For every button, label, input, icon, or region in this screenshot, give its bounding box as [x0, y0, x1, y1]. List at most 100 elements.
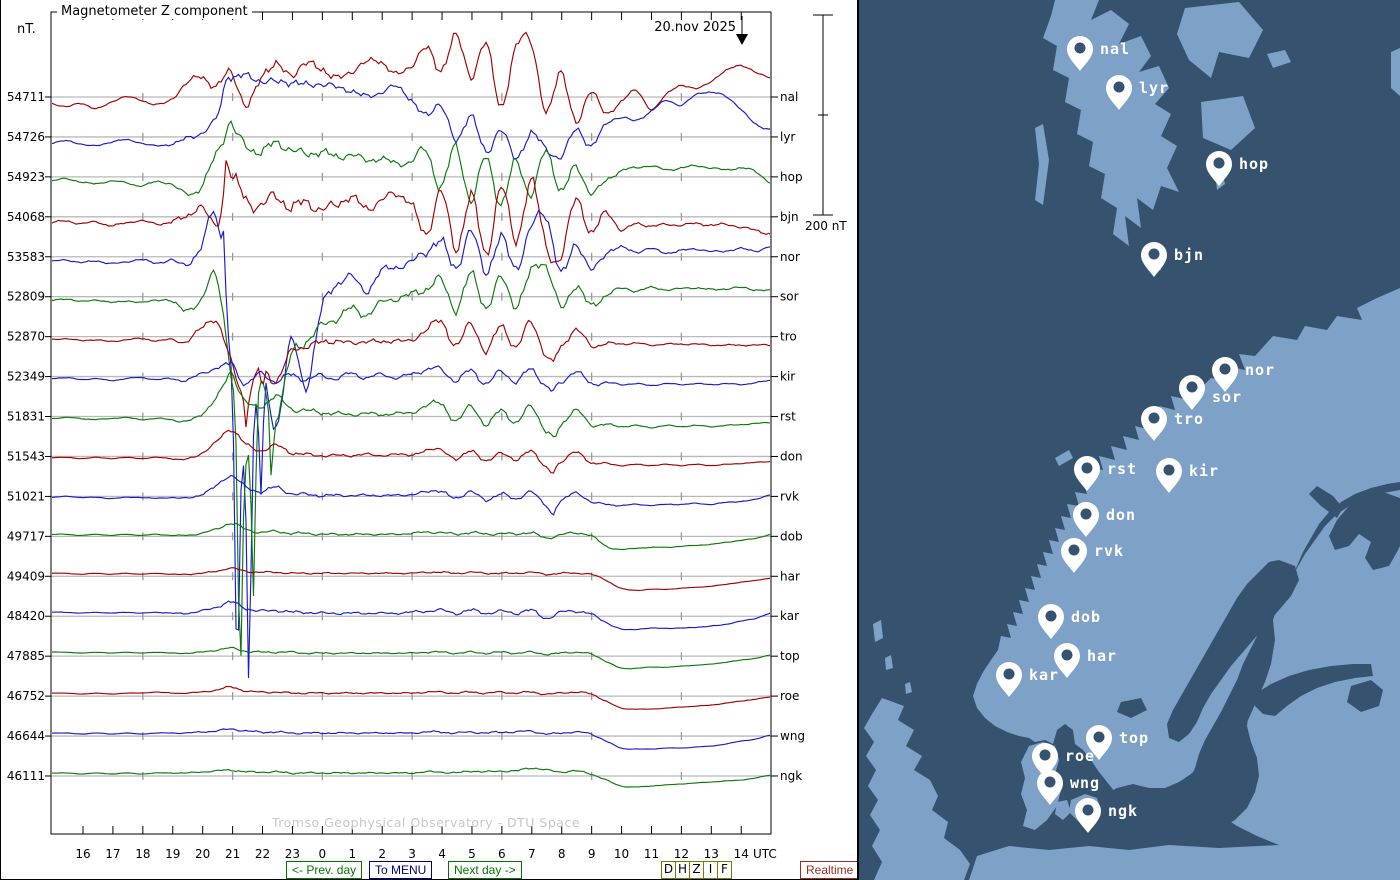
- scale-bar-label: 200 nT: [805, 219, 847, 233]
- realtime-button[interactable]: Realtime: [800, 861, 860, 879]
- component-i-button[interactable]: I: [703, 862, 717, 878]
- y-tick-label-bjn: 54068: [7, 210, 45, 224]
- pin-hole: [1044, 776, 1056, 788]
- station-label-har: har: [780, 569, 800, 583]
- component-f-button[interactable]: F: [717, 862, 731, 878]
- trace-tro: [52, 319, 770, 428]
- x-tick-label: 5: [468, 847, 476, 861]
- x-tick-label: 2: [378, 847, 386, 861]
- x-tick-label: 8: [558, 847, 566, 861]
- station-label-kar: kar: [780, 609, 799, 623]
- land-east-islet: [1391, 48, 1400, 96]
- utc-axis-suffix: UTC: [753, 847, 777, 861]
- pin-label-har: har: [1087, 647, 1117, 665]
- map-pin-ngk[interactable]: ngk: [1075, 798, 1138, 833]
- trace-roe: [52, 685, 770, 710]
- date-label: 20.nov 2025: [654, 20, 736, 35]
- pin-hole: [1003, 668, 1015, 680]
- magnetogram-panel: 54711 nal 54726 lyr 54923 hop 54068 bjn 53583 nor…: [0, 0, 860, 880]
- land-lofoten: [1055, 450, 1073, 466]
- pin-hole: [1068, 544, 1080, 556]
- station-label-hop: hop: [780, 170, 803, 184]
- x-tick-label: 14: [734, 847, 749, 861]
- component-d-button[interactable]: D: [663, 862, 674, 876]
- map-pin-sor[interactable]: sor: [1179, 375, 1242, 410]
- pin-label-top: top: [1119, 729, 1149, 747]
- station-label-wng: wng: [780, 729, 805, 743]
- land-orkney: [885, 655, 893, 670]
- trace-kir: [52, 360, 770, 392]
- map-pin-roe[interactable]: roe: [1032, 743, 1095, 778]
- y-tick-label-tro: 52870: [7, 330, 45, 344]
- map-pin-rst[interactable]: rst: [1074, 456, 1137, 491]
- pin-label-kar: kar: [1029, 666, 1059, 684]
- station-label-sor: sor: [780, 290, 799, 304]
- map-pin-har[interactable]: har: [1054, 643, 1117, 678]
- x-tick-label: 17: [105, 847, 120, 861]
- x-tick-label: 18: [135, 847, 150, 861]
- y-tick-label-kar: 48420: [7, 609, 45, 623]
- next-day-button[interactable]: Next day ->: [448, 861, 522, 879]
- trace-rvk: [52, 474, 770, 516]
- trace-kar: [52, 600, 770, 631]
- map-pin-rvk[interactable]: rvk: [1061, 538, 1124, 573]
- pin-label-hop: hop: [1239, 155, 1269, 173]
- y-tick-label-don: 51543: [7, 449, 45, 463]
- map-pin-lyr[interactable]: lyr: [1106, 75, 1169, 110]
- pin-hole: [1148, 248, 1160, 260]
- map-pin-kir[interactable]: kir: [1156, 458, 1219, 493]
- pin-hole: [1093, 731, 1105, 743]
- map-pin-kar[interactable]: kar: [996, 662, 1059, 697]
- prev-day-button[interactable]: <- Prev. day: [286, 861, 363, 879]
- y-axis-unit-label: nT.: [17, 22, 36, 37]
- to-menu-button[interactable]: To MENU: [369, 861, 433, 879]
- station-label-nor: nor: [780, 250, 800, 264]
- component-selector: D H Z I F: [661, 861, 732, 879]
- pin-label-ngk: ngk: [1108, 802, 1138, 820]
- component-z-button[interactable]: Z: [689, 862, 703, 878]
- x-tick-label: 16: [75, 847, 90, 861]
- x-tick-label: 3: [408, 847, 416, 861]
- pin-label-nor: nor: [1245, 361, 1275, 379]
- land-funen: [1055, 800, 1071, 820]
- x-tick-label: 0: [319, 847, 327, 861]
- x-tick-label: 6: [498, 847, 506, 861]
- component-h-button[interactable]: H: [675, 862, 689, 878]
- y-tick-label-har: 49409: [7, 569, 45, 583]
- x-tick-label: 21: [225, 847, 240, 861]
- map-pin-bjn[interactable]: bjn: [1141, 242, 1204, 277]
- land-continent-south: [969, 845, 1400, 880]
- land-edgeoya: [1201, 96, 1255, 150]
- pin-hole: [1074, 42, 1086, 54]
- station-map-panel: nal lyr hop bjn nor sor tro rst kir don rvk dob har k…: [857, 0, 1400, 880]
- map-pin-dob[interactable]: dob: [1038, 604, 1101, 639]
- land-spitsbergen: [1043, 0, 1179, 246]
- land-orkney-2: [905, 682, 912, 694]
- pin-hole: [1080, 508, 1092, 520]
- y-tick-label-top: 47885: [7, 649, 45, 663]
- station-label-nal: nal: [780, 90, 798, 104]
- map-pin-hop[interactable]: hop: [1206, 151, 1269, 186]
- trace-don: [52, 429, 770, 474]
- x-tick-label: 1: [348, 847, 356, 861]
- map-pin-top[interactable]: top: [1086, 725, 1149, 760]
- pin-hole: [1045, 610, 1057, 622]
- x-tick-label: 23: [285, 847, 300, 861]
- map-pin-nal[interactable]: nal: [1067, 36, 1130, 71]
- trace-har: [52, 567, 770, 591]
- y-tick-label-rvk: 51021: [7, 489, 45, 503]
- map-pin-don[interactable]: don: [1073, 502, 1136, 537]
- y-tick-label-nal: 54711: [7, 90, 45, 104]
- trace-hop: [52, 120, 770, 207]
- pin-hole: [1163, 464, 1175, 476]
- map-pin-wng[interactable]: wng: [1037, 770, 1100, 805]
- map-pin-tro[interactable]: tro: [1141, 406, 1204, 441]
- trace-top: [52, 646, 770, 670]
- y-tick-label-kir: 52349: [7, 370, 45, 384]
- x-tick-label: 11: [644, 847, 659, 861]
- trace-dob: [52, 522, 770, 551]
- traces-layer: [52, 31, 770, 788]
- station-label-ngk: ngk: [780, 769, 802, 783]
- map-pin-nor[interactable]: nor: [1212, 357, 1275, 392]
